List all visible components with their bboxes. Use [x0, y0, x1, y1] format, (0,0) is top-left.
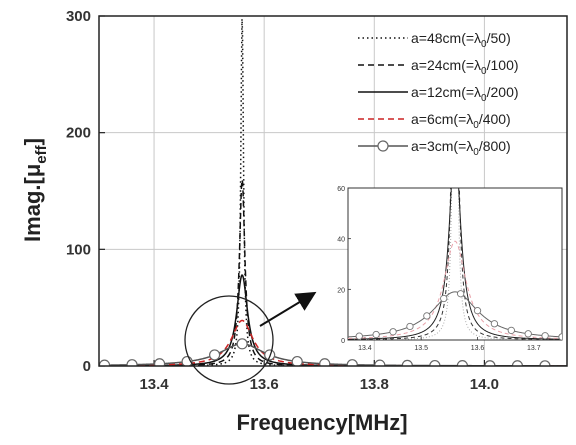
inset-series-marker-5	[524, 330, 532, 338]
inset-x-tick-label: 13.5	[414, 345, 428, 352]
x-axis-title: Frequency[MHz]	[236, 410, 407, 435]
inset-series-marker-5	[372, 330, 380, 339]
inset-y-tick-label: 60	[337, 186, 345, 193]
inset-background	[347, 187, 563, 341]
inset-series-marker-5	[473, 307, 482, 315]
inset-series-marker-5	[490, 320, 499, 328]
series-marker-5	[319, 358, 331, 366]
y-tick-labels: 0 100 200 300	[66, 8, 105, 375]
inset-series-marker-5	[558, 333, 562, 340]
inset-series-line-3	[348, 188, 562, 340]
legend-label-4: a=6cm(=λ0/400)	[411, 111, 511, 131]
inset-chart: 13.4 13.5 13.6 13.7 0 20 40 60	[337, 186, 563, 352]
x-tick-label: 13.6	[250, 376, 279, 393]
series-marker-5	[99, 359, 111, 366]
series-marker-5	[346, 359, 358, 366]
inset-x-tick-label: 13.4	[358, 345, 372, 352]
legend-label-5: a=3cm(=λ0/800)	[411, 138, 511, 158]
inset-series-marker-5	[389, 328, 397, 336]
series-marker-5	[291, 355, 303, 366]
inset-tick-labels: 13.4 13.5 13.6 13.7 0 20 40 60	[337, 186, 541, 352]
series-marker-5	[264, 349, 276, 361]
inset-y-tick-label: 0	[341, 338, 345, 345]
plot-frame	[98, 15, 568, 367]
inset-series-marker-5	[507, 326, 515, 335]
legend-marker-5	[377, 140, 389, 152]
y-axis-title-close: ]	[20, 138, 45, 145]
inset-x-tick-label: 13.7	[527, 345, 541, 352]
inset-series-marker-5	[355, 332, 363, 340]
inset-series-marker-5	[541, 332, 549, 340]
inset-x-tick-label: 13.6	[471, 345, 485, 352]
series-marker-5	[209, 349, 221, 361]
x-tick-label: 14.0	[470, 376, 499, 393]
x-tick-label: 13.4	[139, 376, 169, 393]
legend-label-3: a=12cm(=λ0/200)	[411, 84, 519, 104]
series-marker-5	[236, 338, 248, 350]
series-marker-5	[374, 359, 386, 366]
zoom-arrow	[259, 291, 317, 327]
series-marker-5	[126, 359, 138, 366]
y-axis-title-sub: eff	[33, 144, 50, 163]
legend-label-2: a=24cm(=λ0/100)	[411, 57, 519, 77]
y-tick-label: 300	[66, 8, 91, 25]
zoom-circle	[184, 295, 274, 385]
legend: a=48cm(=λ0/50) a=24cm(=λ0/100) a=12cm(=λ0/…	[358, 30, 519, 158]
x-tick-label: 13.8	[360, 376, 389, 393]
y-tick-label: 100	[66, 241, 91, 258]
inset-series-marker-5	[456, 290, 465, 298]
legend-label-1: a=48cm(=λ0/50)	[411, 30, 511, 50]
series-line-5	[99, 343, 567, 366]
y-tick-label: 0	[83, 358, 91, 375]
y-tick-label: 200	[66, 125, 91, 142]
y-axis-title: Imag.[μeff]	[20, 138, 50, 242]
inset-series-marker-5	[406, 322, 414, 331]
x-tick-labels: 13.4 13.6 13.8 14.0	[139, 360, 499, 393]
inset-series-line-2	[348, 188, 562, 340]
inset-y-tick-label: 20	[337, 287, 345, 294]
y-axis-title-main: Imag.[μ	[20, 164, 45, 242]
inset-series	[348, 188, 562, 340]
inset-series-marker-5	[440, 294, 448, 303]
inset-series-marker-5	[423, 312, 431, 320]
series-marker-5	[153, 358, 166, 366]
inset-y-tick-label: 40	[337, 237, 345, 244]
